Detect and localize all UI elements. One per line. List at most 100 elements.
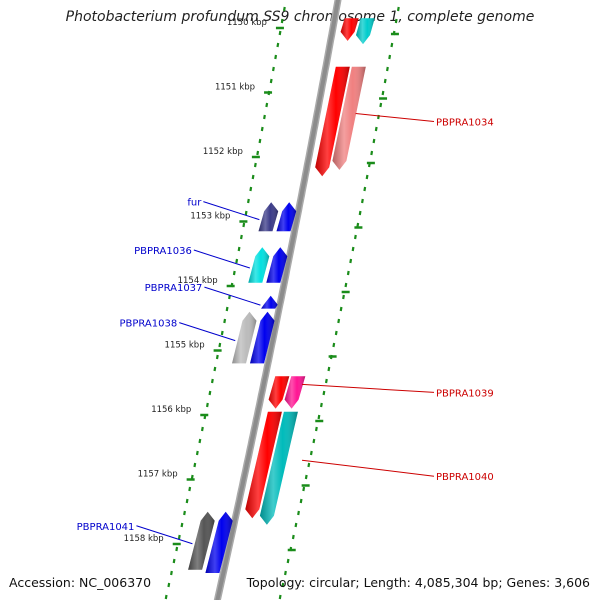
track-dot <box>372 138 376 144</box>
gene-arrow-shade <box>261 295 278 309</box>
gene-arrow-shade <box>259 411 298 525</box>
track-dot <box>284 570 287 576</box>
track-dot <box>309 450 313 456</box>
tick-label: 1152 kbp <box>203 147 243 157</box>
track-dot <box>297 510 300 516</box>
track-dot <box>351 246 355 252</box>
track-dot <box>247 198 250 204</box>
label-leader <box>136 525 193 545</box>
track-dot <box>237 246 241 252</box>
track-dot <box>334 330 338 336</box>
gene-arrow-shade <box>356 18 375 45</box>
track-dot <box>358 210 362 216</box>
track-dot <box>269 78 273 84</box>
label-leader <box>301 459 435 477</box>
track-dot <box>225 306 229 312</box>
track-dot <box>170 570 173 576</box>
backbone-core <box>215 0 341 600</box>
gene-arrow-shade <box>258 202 279 232</box>
topology-text: Topology: circular; Length: 4,085,304 bp… <box>246 575 590 590</box>
gene-arrow-shade <box>248 247 270 283</box>
tick-label: 1157 kbp <box>138 470 178 480</box>
track-dot <box>396 6 400 12</box>
track-dot <box>218 342 222 348</box>
tick-label: 1154 kbp <box>178 276 218 286</box>
tick-label: 1156 kbp <box>151 405 191 415</box>
gene-label: PBPRA1040 <box>436 472 494 483</box>
gene-arrow-shade <box>205 511 233 573</box>
track-dot <box>183 510 186 516</box>
track-dot <box>185 498 189 504</box>
track-dot <box>210 378 214 384</box>
gene-label: PBPRA1039 <box>436 388 494 399</box>
track-dot <box>180 522 184 528</box>
track-dot <box>317 414 321 420</box>
track-dot <box>346 270 350 276</box>
track-dot <box>342 294 345 300</box>
tick-label: 1155 kbp <box>165 341 205 351</box>
track-dot <box>307 462 311 468</box>
gene-label: PBPRA1041 <box>77 522 135 533</box>
backbone <box>213 0 342 600</box>
track-dot <box>263 114 266 120</box>
track-dot <box>337 318 341 324</box>
tick-label: 1151 kbp <box>215 83 255 93</box>
label-leader <box>203 201 260 221</box>
track-dot <box>193 462 197 468</box>
track-dot <box>327 366 331 372</box>
tick-label: 1158 kbp <box>124 534 164 544</box>
track-dot <box>281 582 285 588</box>
track-dot <box>278 594 282 600</box>
track-dot <box>244 210 248 216</box>
gene-label: PBPRA1036 <box>134 246 192 257</box>
label-leader <box>204 286 261 306</box>
track-dot <box>200 426 204 432</box>
track-dot <box>258 138 262 144</box>
track-dot <box>208 390 212 396</box>
gene-label: PBPRA1037 <box>145 283 203 294</box>
track-dot <box>271 66 275 72</box>
track-dot <box>256 150 260 156</box>
track-dot <box>188 486 192 492</box>
accession-text: Accession: NC_006370 <box>9 575 152 590</box>
track-dot <box>324 378 328 384</box>
track-dot <box>198 438 202 444</box>
track-dot <box>304 474 308 480</box>
track-dot <box>319 402 323 408</box>
track-dot <box>213 366 217 372</box>
track-dot <box>291 534 295 540</box>
track-dot <box>344 282 348 288</box>
track-dot <box>379 102 383 108</box>
ticks: 1150 kbp 1151 kbp 1152 kbp 1153 kbp 1154 kbp… <box>124 18 399 552</box>
label-leader <box>355 113 435 123</box>
genes <box>188 18 375 573</box>
gene-arrow-shade <box>232 311 257 364</box>
gene-label: PBPRA1038 <box>119 319 177 330</box>
track-dot <box>253 162 257 168</box>
track-dot <box>265 102 269 108</box>
track-dot <box>394 18 398 24</box>
track-dot <box>249 186 253 192</box>
track-dot <box>390 42 394 48</box>
track-dot <box>278 30 282 36</box>
gene-arrow-shade <box>332 66 366 170</box>
gene-labels: PBPRA1034 fur PBPRA1036 PBPRA1037 PBPRA1038 P… <box>77 113 494 545</box>
track-dot <box>177 534 181 540</box>
track-dot <box>286 558 290 564</box>
track-dot <box>274 54 278 60</box>
track-dot <box>280 18 284 24</box>
track-dot <box>167 582 171 588</box>
gene-arrow-shade <box>284 376 306 409</box>
track-dot <box>332 342 336 348</box>
track-dot <box>312 438 316 444</box>
track-dot <box>215 354 219 360</box>
track-dot <box>260 126 264 132</box>
track-dot <box>239 234 243 240</box>
track-dot <box>370 150 374 156</box>
track-dot <box>164 594 168 600</box>
track-dot <box>223 318 227 324</box>
track-dot <box>276 42 280 48</box>
track-dot <box>220 330 224 336</box>
gene-arrow-shade <box>268 376 290 409</box>
